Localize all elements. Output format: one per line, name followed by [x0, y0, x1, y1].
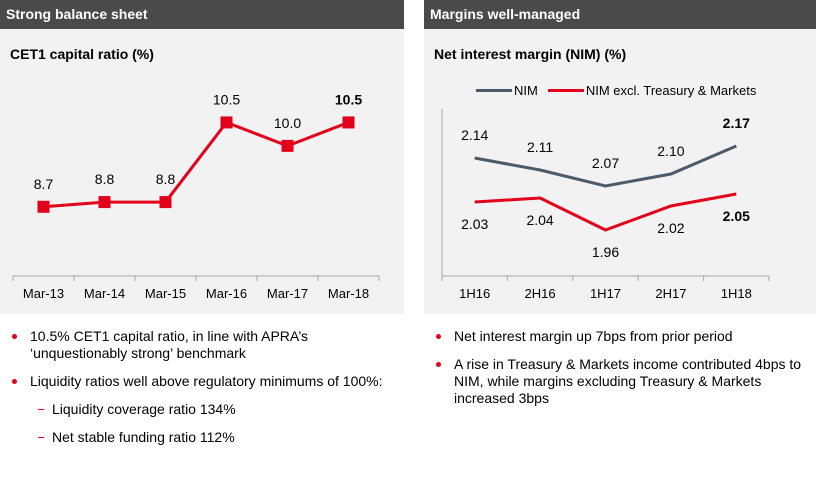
legend-item-nim-excl: NIM excl. Treasury & Markets — [547, 83, 757, 98]
data-label: 10.0 — [274, 115, 301, 131]
data-label: 10.5 — [213, 91, 240, 107]
x-tick-label: Mar-14 — [84, 286, 125, 301]
data-label: 2.10 — [657, 143, 684, 159]
nim-legend: NIM NIM excl. Treasury & Markets — [476, 83, 766, 98]
data-label: 2.02 — [657, 220, 684, 236]
x-tick-label: Mar-17 — [267, 286, 308, 301]
data-point — [220, 116, 233, 129]
data-label: 2.04 — [526, 212, 553, 228]
left-bullet-2-text: Liquidity ratios well above regulatory m… — [30, 373, 383, 389]
panel-header-right: Margins well-managed — [424, 0, 816, 29]
data-point — [159, 196, 172, 209]
data-label: 8.8 — [156, 171, 176, 187]
x-tick-label: 2H16 — [525, 286, 556, 301]
legend-item-nim: NIM — [476, 83, 538, 98]
data-point — [98, 196, 111, 209]
right-bullets: Net interest margin up 7bps from prior p… — [424, 328, 816, 418]
data-label: 8.8 — [95, 171, 115, 187]
legend-label-nim: NIM — [514, 83, 538, 98]
left-panel: Strong balance sheet CET1 capital ratio … — [0, 0, 404, 480]
data-label: 1.96 — [592, 244, 619, 260]
cet1-chart-area: CET1 capital ratio (%) Mar-13 Mar-14 Mar-1… — [0, 29, 404, 314]
left-bullets: 10.5% CET1 capital ratio, in line with A… — [0, 328, 404, 457]
x-tick-label: Mar-16 — [206, 286, 247, 301]
data-point — [342, 116, 355, 129]
x-tick-label: 1H16 — [459, 286, 490, 301]
panel-header-left: Strong balance sheet — [0, 0, 404, 29]
x-tick-label: Mar-13 — [23, 286, 64, 301]
series-line-1 — [474, 192, 737, 232]
legend-label-nim-excl: NIM excl. Treasury & Markets — [585, 83, 757, 98]
data-label: 2.17 — [723, 115, 750, 131]
series-line-0 — [43, 120, 350, 209]
cet1-chart: Mar-13 Mar-14 Mar-15 Mar-16 Mar-17 Mar-18 8.7 8… — [12, 91, 380, 301]
data-label: 2.03 — [461, 216, 488, 232]
left-bullet-2: Liquidity ratios well above regulatory m… — [0, 373, 404, 390]
data-label: 2.11 — [527, 139, 553, 155]
data-label: 8.7 — [34, 176, 54, 192]
nim-chart-area: Net interest margin (NIM) (%) NIM NIM ex… — [424, 29, 816, 314]
nim-chart-title: Net interest margin (NIM) (%) — [434, 46, 627, 62]
x-tick-label: 2H17 — [655, 286, 686, 301]
left-subbullets: Liquidity coverage ratio 134% Net stable… — [0, 401, 404, 446]
sub-bullet-nsfr: Net stable funding ratio 112% — [0, 429, 404, 446]
data-label: 2.07 — [592, 155, 619, 171]
data-point — [281, 139, 294, 152]
cet1-chart-title: CET1 capital ratio (%) — [10, 46, 154, 62]
x-tick-label: 1H18 — [721, 286, 752, 301]
right-bullet-2: A rise in Treasury & Markets income cont… — [424, 356, 816, 407]
series-line-0 — [474, 144, 737, 188]
data-label: 2.05 — [723, 208, 750, 224]
data-label: 2.14 — [461, 127, 488, 143]
sub-bullet-lcr: Liquidity coverage ratio 134% — [0, 401, 404, 418]
data-point — [37, 200, 50, 213]
nim-chart: 1H16 2H16 1H17 2H17 1H18 2.14 2.11 2.07 2.10 2.17… — [441, 109, 770, 301]
data-label: 10.5 — [335, 91, 362, 107]
left-bullet-1: 10.5% CET1 capital ratio, in line with A… — [0, 328, 404, 362]
x-tick-label: Mar-15 — [145, 286, 186, 301]
right-bullet-1: Net interest margin up 7bps from prior p… — [424, 328, 816, 345]
x-tick-label: Mar-18 — [328, 286, 369, 301]
x-tick-label: 1H17 — [590, 286, 621, 301]
legend-swatch-nim-excl — [547, 89, 584, 92]
legend-swatch-nim — [476, 89, 512, 92]
right-panel: Margins well-managed Net interest margin… — [424, 0, 816, 480]
